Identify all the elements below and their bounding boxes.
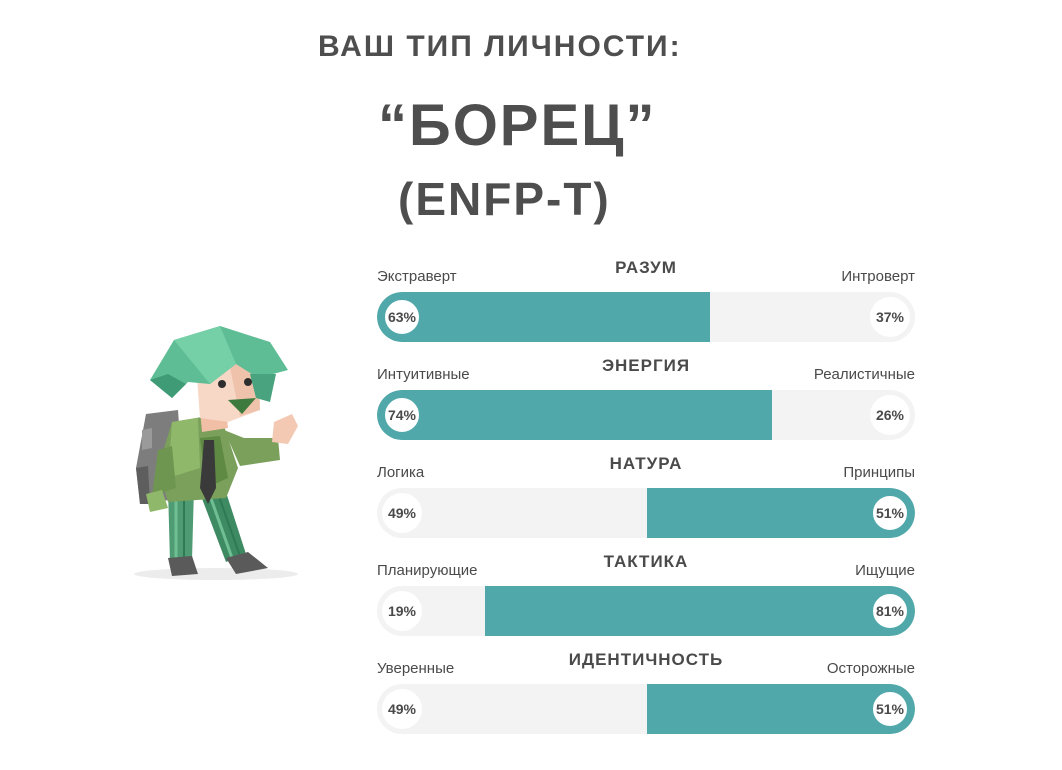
scale-bar-fill xyxy=(377,390,772,440)
scale-bar-fill xyxy=(485,586,915,636)
scale-title: НАТУРА xyxy=(609,454,683,473)
scale-bar: 19% 81% xyxy=(377,586,915,636)
scale-bar-fill xyxy=(377,292,710,342)
right-percent: 37% xyxy=(870,297,910,337)
left-percent: 74% xyxy=(382,395,422,435)
scale-bar: 49% 51% xyxy=(377,684,915,734)
scale-title: ИДЕНТИЧНОСТЬ xyxy=(568,650,724,669)
left-trait-label: Экстраверт xyxy=(377,268,457,285)
left-trait-label: Планирующие xyxy=(377,562,478,579)
left-percent: 49% xyxy=(382,493,422,533)
right-trait-label: Интроверт xyxy=(841,268,915,285)
left-percent: 49% xyxy=(382,689,422,729)
left-trait-label: Уверенные xyxy=(377,660,455,677)
right-percent: 26% xyxy=(870,395,910,435)
campaigner-character-illustration xyxy=(134,326,298,580)
left-percent: 19% xyxy=(382,591,422,631)
scale-nature: НАТУРА Логика Принципы 49% 51% xyxy=(377,454,915,538)
right-trait-label: Принципы xyxy=(843,464,915,481)
scale-bar: 63% 37% xyxy=(377,292,915,342)
scale-mind: РАЗУМ Экстраверт Интроверт 63% 37% xyxy=(377,258,915,342)
right-percent: 51% xyxy=(870,493,910,533)
scale-tactics: ТАКТИКА Планирующие Ищущие 19% 81% xyxy=(377,552,915,636)
scale-title: ТАКТИКА xyxy=(603,552,689,571)
scale-identity: ИДЕНТИЧНОСТЬ Уверенные Осторожные 49% 51… xyxy=(377,650,915,734)
scale-title: ЭНЕРГИЯ xyxy=(601,356,691,375)
right-trait-label: Реалистичные xyxy=(813,366,915,383)
result-heading: ВАШ ТИП ЛИЧНОСТИ: xyxy=(318,30,682,63)
right-trait-label: Ищущие xyxy=(855,562,915,579)
scale-bar: 49% 51% xyxy=(377,488,915,538)
left-trait-label: Логика xyxy=(377,464,425,481)
scale-title: РАЗУМ xyxy=(615,258,677,277)
personality-type-code: (ENFP-T) xyxy=(398,173,611,225)
scale-energy: ЭНЕРГИЯ Интуитивные Реалистичные 74% 26% xyxy=(377,356,915,440)
left-trait-label: Интуитивные xyxy=(377,366,470,383)
right-trait-label: Осторожные xyxy=(826,660,915,677)
left-percent: 63% xyxy=(382,297,422,337)
right-percent: 81% xyxy=(870,591,910,631)
personality-type-name: “БОРЕЦ” xyxy=(378,93,657,158)
scale-bar: 74% 26% xyxy=(377,390,915,440)
right-percent: 51% xyxy=(870,689,910,729)
